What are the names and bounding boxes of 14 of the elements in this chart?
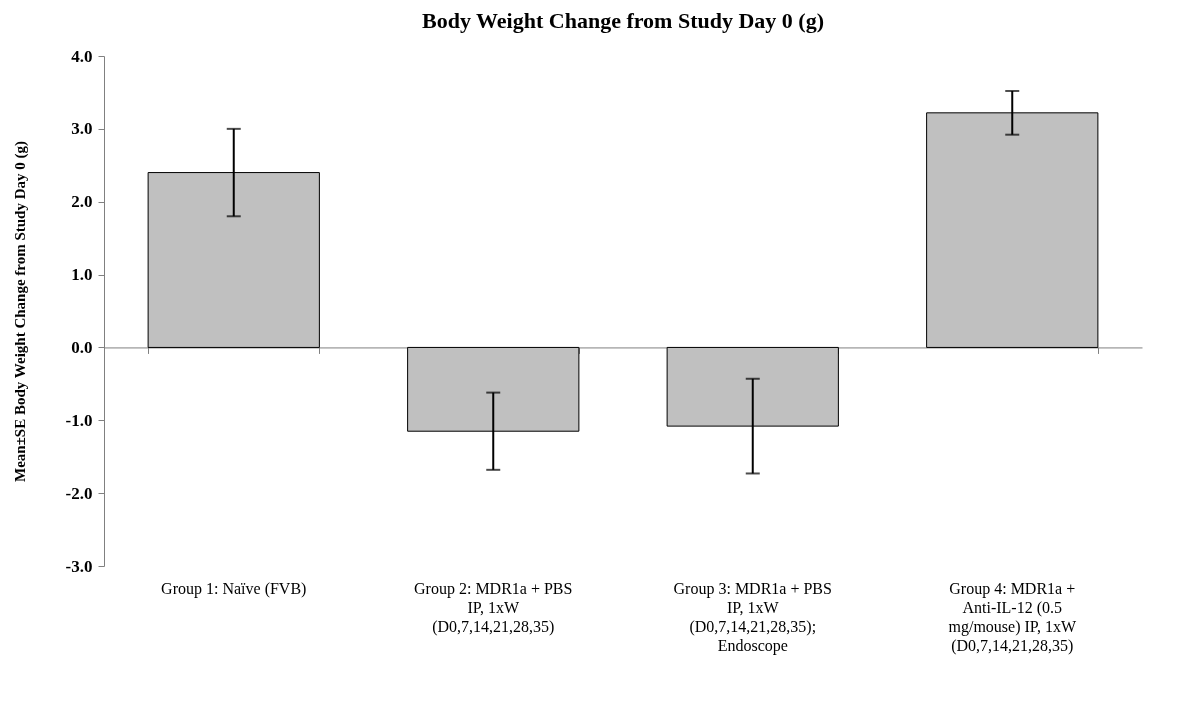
x-tick-label: Group 1: Naïve (FVB)	[161, 579, 307, 598]
y-axis-title: Mean±SE Body Weight Change from Study Day 0 (g)	[11, 140, 29, 483]
x-tick-label: Group 2: MDR1a + PBS IP, 1xW (D0,7,14,21,28,35)	[414, 579, 573, 636]
x-tick-label: Group 4: MDR1a + Anti-IL-12 (0.5 mg/mouse) IP, 1xW (D0,7,14,21,28,35)	[948, 579, 1077, 655]
y-tick-label: -2.0	[65, 483, 93, 503]
y-tick-label: 1.0	[71, 265, 93, 285]
y-tick-label: 0.0	[71, 337, 93, 357]
y-tick-label: 2.0	[71, 192, 93, 212]
y-tick-label: 3.0	[71, 119, 93, 139]
chart-title: Body Weight Change from Study Day 0 (g)	[422, 8, 824, 33]
y-tick-label: -1.0	[65, 410, 93, 430]
y-tick-label: 4.0	[71, 46, 93, 66]
x-tick-label: Group 3: MDR1a + PBS IP, 1xW (D0,7,14,21,28,35); Endoscope	[673, 579, 832, 655]
y-tick-label: -3.0	[65, 556, 93, 576]
